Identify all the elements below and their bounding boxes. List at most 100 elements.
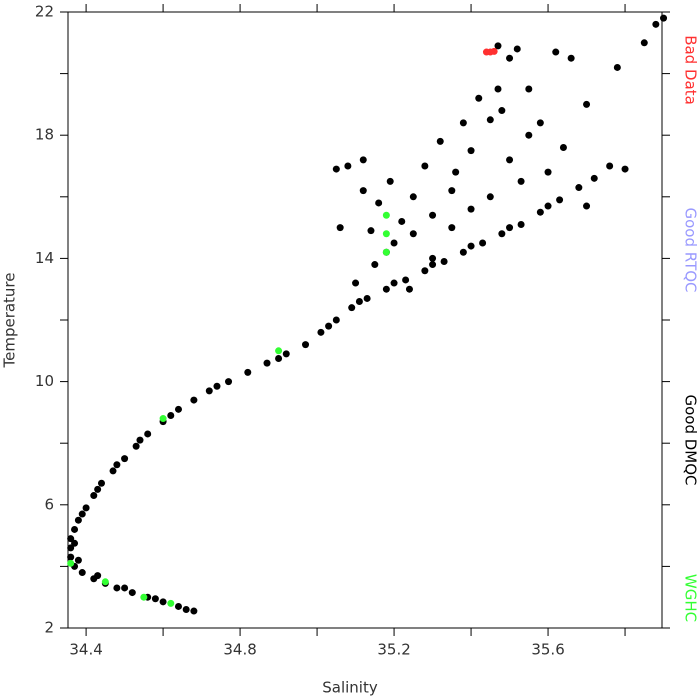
point bbox=[506, 156, 514, 164]
point bbox=[498, 107, 506, 115]
point bbox=[390, 279, 398, 287]
point bbox=[302, 341, 310, 349]
point bbox=[544, 168, 552, 176]
point bbox=[386, 177, 394, 185]
point bbox=[90, 492, 98, 500]
point bbox=[606, 162, 614, 170]
point bbox=[205, 387, 213, 395]
point bbox=[94, 485, 102, 493]
point bbox=[359, 187, 367, 195]
point bbox=[359, 156, 367, 164]
point bbox=[74, 556, 82, 564]
point bbox=[536, 208, 544, 216]
point bbox=[448, 224, 456, 232]
point bbox=[174, 602, 182, 610]
point bbox=[517, 221, 525, 229]
point bbox=[363, 294, 371, 302]
point bbox=[525, 131, 533, 139]
point bbox=[486, 116, 494, 124]
point bbox=[182, 606, 190, 614]
point bbox=[559, 144, 567, 152]
point bbox=[190, 607, 198, 615]
y-tick-label: 2 bbox=[44, 619, 54, 637]
point bbox=[525, 85, 533, 93]
point bbox=[429, 211, 437, 219]
point bbox=[113, 584, 121, 592]
point bbox=[82, 504, 90, 512]
point bbox=[421, 267, 429, 275]
point bbox=[517, 177, 525, 185]
point bbox=[398, 217, 406, 225]
point bbox=[421, 162, 429, 170]
point bbox=[367, 227, 375, 235]
point bbox=[390, 239, 398, 247]
point bbox=[167, 599, 175, 607]
point bbox=[332, 316, 340, 324]
point bbox=[225, 378, 233, 386]
y-tick-label: 6 bbox=[44, 495, 54, 513]
point bbox=[97, 479, 105, 487]
point bbox=[159, 598, 167, 606]
point bbox=[167, 411, 175, 419]
point bbox=[567, 54, 575, 62]
point bbox=[660, 14, 668, 22]
point bbox=[140, 593, 148, 601]
point bbox=[459, 119, 467, 127]
point bbox=[494, 85, 502, 93]
point bbox=[348, 304, 356, 312]
point bbox=[275, 355, 283, 362]
y-tick-label: 10 bbox=[35, 372, 54, 390]
point bbox=[190, 396, 198, 404]
point bbox=[78, 569, 86, 577]
legend-entry: WGHC bbox=[682, 574, 700, 622]
point bbox=[71, 539, 79, 547]
point bbox=[652, 20, 660, 28]
point bbox=[382, 211, 390, 219]
point bbox=[113, 461, 121, 469]
point bbox=[263, 359, 271, 367]
point bbox=[440, 257, 448, 265]
point bbox=[132, 442, 140, 450]
point bbox=[67, 559, 75, 567]
point bbox=[459, 248, 467, 256]
y-tick-label: 18 bbox=[35, 126, 54, 144]
point bbox=[436, 137, 444, 145]
point bbox=[317, 328, 325, 336]
point bbox=[371, 261, 379, 269]
point bbox=[556, 196, 564, 204]
point bbox=[405, 285, 413, 293]
point bbox=[583, 202, 591, 210]
point bbox=[640, 39, 648, 47]
point bbox=[109, 467, 117, 475]
point bbox=[174, 405, 182, 413]
point bbox=[336, 224, 344, 232]
point bbox=[575, 184, 583, 192]
point bbox=[409, 193, 417, 201]
point bbox=[332, 165, 340, 173]
point bbox=[382, 248, 390, 256]
point bbox=[121, 584, 129, 592]
point bbox=[402, 276, 410, 284]
point bbox=[452, 168, 460, 176]
legend-entry: Good RTQC bbox=[682, 207, 700, 292]
point bbox=[590, 174, 598, 182]
x-tick-label: 34.4 bbox=[69, 641, 102, 659]
point bbox=[78, 510, 86, 518]
point bbox=[382, 230, 390, 238]
point bbox=[429, 254, 437, 262]
point bbox=[74, 516, 82, 524]
point bbox=[282, 350, 290, 358]
point bbox=[544, 202, 552, 210]
point bbox=[213, 382, 221, 390]
point bbox=[71, 525, 79, 533]
point bbox=[382, 285, 390, 293]
point bbox=[144, 430, 152, 438]
point bbox=[583, 100, 591, 108]
point bbox=[67, 535, 75, 543]
point bbox=[101, 578, 109, 586]
point bbox=[429, 261, 437, 269]
point bbox=[159, 415, 167, 423]
point bbox=[490, 47, 498, 55]
point bbox=[352, 279, 360, 287]
